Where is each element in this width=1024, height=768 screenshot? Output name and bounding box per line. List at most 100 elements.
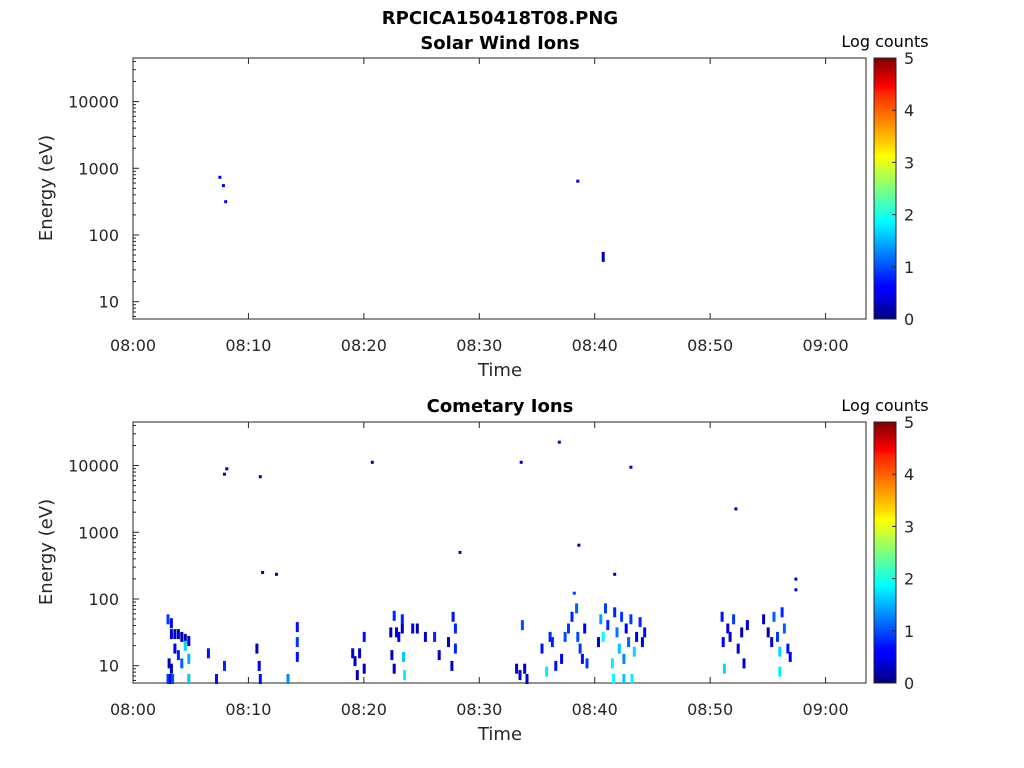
x-tick-label: 08:20 (341, 336, 387, 355)
data-cell (389, 627, 393, 638)
data-cell (622, 674, 626, 684)
data-cell (223, 472, 226, 476)
colorbar-title: Log counts (841, 32, 928, 51)
colorbar-tick-label: 4 (904, 101, 914, 120)
data-cell (458, 550, 462, 554)
data-cell (613, 607, 617, 618)
data-cell (358, 648, 362, 659)
colorbar-tick-label: 4 (904, 465, 914, 484)
data-cell (583, 623, 587, 634)
solar-wind-panel: Solar Wind Ions 08:00 08:10 08:20 08:30 08:4… (36, 32, 929, 381)
data-cell (599, 614, 603, 625)
data-cell (732, 614, 736, 625)
data-cell (632, 646, 636, 657)
colorbar-tick-label: 2 (904, 206, 914, 225)
data-cell (518, 670, 522, 681)
data-cell (525, 674, 529, 684)
data-cell (601, 631, 605, 642)
data-cell (286, 674, 290, 684)
y-tick-label: 10 (99, 657, 119, 676)
y-tick-label: 1000 (78, 523, 119, 542)
data-cell (627, 637, 631, 648)
data-cell (169, 663, 173, 674)
data-cell (166, 674, 170, 684)
cometary-y-label: Energy (eV) (36, 499, 57, 605)
data-cell (740, 627, 744, 638)
data-cell (540, 643, 544, 654)
data-cell (554, 660, 558, 671)
data-cell (640, 637, 644, 648)
data-cell (794, 577, 798, 581)
data-cell (166, 614, 170, 625)
solar-wind-colorbar: Log counts 0 1 2 3 4 5 (841, 32, 928, 329)
data-cell (620, 611, 624, 622)
data-cell (450, 660, 454, 671)
data-cell (726, 623, 730, 634)
x-tick-label: 08:10 (225, 336, 271, 355)
data-cell (770, 637, 774, 648)
data-cell (275, 572, 278, 576)
data-cell (453, 643, 457, 654)
x-tick-label: 08:00 (110, 336, 156, 355)
solar-wind-y-ticks: 10 100 1000 10000 (68, 60, 139, 317)
data-cell (437, 650, 441, 661)
solar-wind-title: Solar Wind Ions (420, 33, 579, 54)
x-tick-label: 08:40 (572, 700, 618, 719)
data-cell (176, 629, 180, 640)
data-cell (447, 637, 450, 648)
data-cell (576, 179, 580, 183)
cometary-y-ticks: 10 100 1000 10000 (68, 424, 139, 681)
data-cell (223, 660, 226, 671)
data-cell (180, 658, 184, 669)
data-cell (402, 651, 405, 662)
data-cell (794, 588, 798, 592)
data-cell (572, 591, 576, 595)
colorbar-ticks: 0 1 2 3 4 5 (892, 49, 914, 329)
data-cell (624, 623, 628, 634)
x-tick-label: 08:40 (572, 336, 618, 355)
data-cell (615, 627, 619, 638)
colorbar-tick-label: 2 (904, 570, 914, 589)
cometary-colorbar: Log counts 0 1 2 3 4 5 (841, 396, 928, 693)
data-cell (643, 627, 647, 638)
x-tick-label: 08:30 (456, 700, 502, 719)
data-cell (168, 674, 172, 684)
figure-title: RPCICA150418T08.PNG (382, 8, 618, 29)
colorbar-tick-label: 1 (904, 258, 914, 277)
data-cell (423, 631, 427, 642)
data-cell (606, 620, 610, 631)
x-tick-label: 08:10 (225, 700, 271, 719)
data-cell (451, 611, 455, 622)
colorbar-tick-label: 0 (904, 310, 914, 329)
data-cell (782, 623, 786, 634)
data-cell (206, 648, 210, 659)
data-cell (257, 660, 261, 671)
colorbar-tick-label: 0 (904, 674, 914, 693)
data-cell (585, 658, 589, 669)
solar-wind-data-cells (218, 175, 605, 262)
data-cell (545, 666, 549, 677)
colorbar-ticks: 0 1 2 3 4 5 (892, 413, 914, 693)
x-tick-label: 08:30 (456, 336, 502, 355)
x-tick-label: 09:00 (803, 336, 849, 355)
data-cell (721, 637, 725, 648)
colorbar-tick-label: 5 (904, 49, 914, 68)
data-cell (560, 653, 564, 664)
data-cell (580, 653, 584, 664)
data-cell (169, 618, 173, 629)
data-cell (617, 643, 621, 654)
data-cell (570, 611, 574, 622)
data-cell (403, 670, 407, 681)
y-tick-label: 10 (99, 293, 119, 312)
data-cell (577, 543, 581, 547)
data-cell (638, 617, 642, 628)
data-cell (167, 658, 171, 669)
data-cell (576, 631, 580, 642)
data-cell (370, 460, 374, 464)
data-cell (630, 674, 634, 684)
data-cell (780, 607, 784, 618)
solar-wind-x-ticks: 08:00 08:10 08:20 08:30 08:40 08:50 09:00 (110, 58, 849, 355)
data-cell (567, 623, 570, 634)
data-cell (173, 629, 177, 640)
cometary-title: Cometary Ions (427, 396, 574, 417)
